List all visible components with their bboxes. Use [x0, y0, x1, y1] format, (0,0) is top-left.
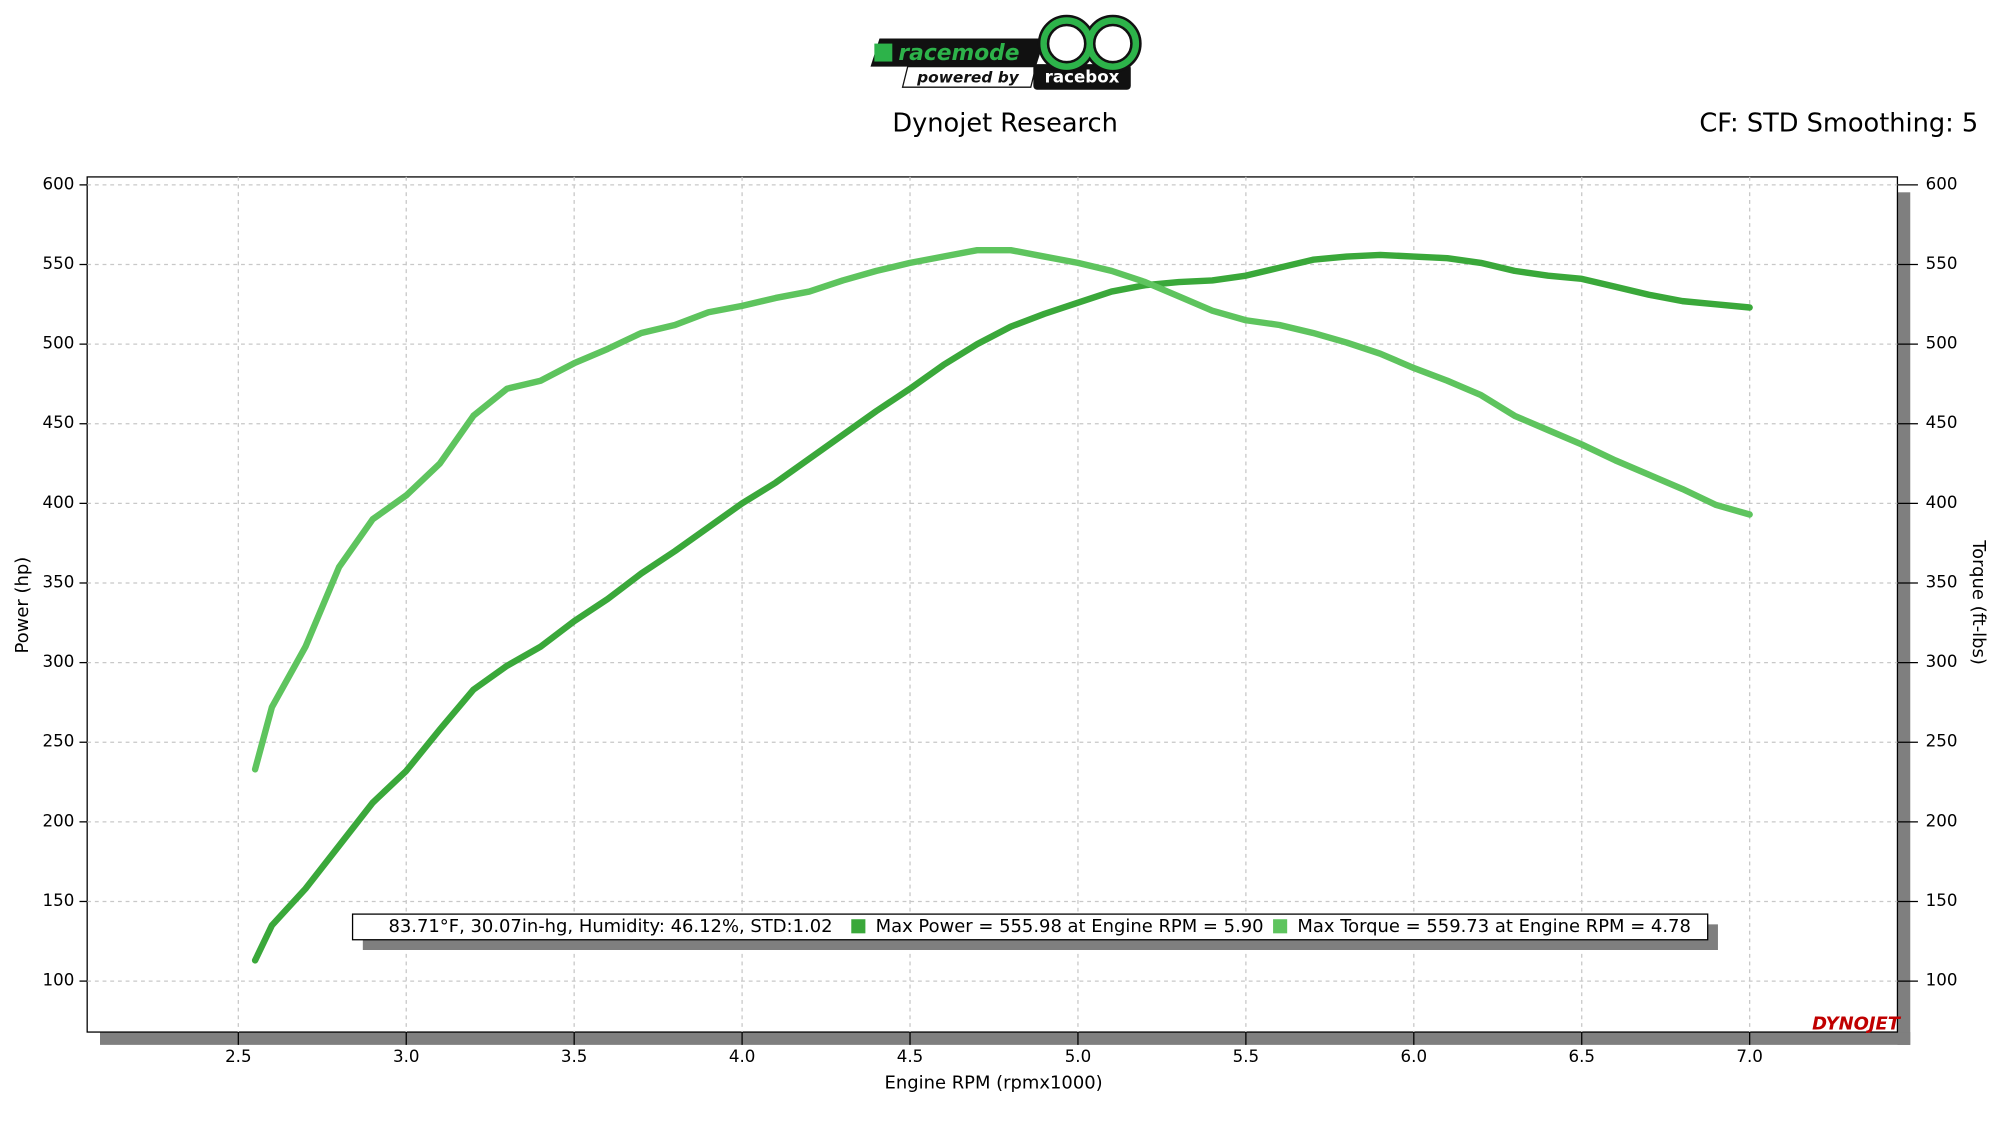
- y2-tick-label: 200: [1926, 811, 1958, 830]
- logo: racemode powered by racebox: [870, 14, 1142, 90]
- y2-tick-label: 550: [1926, 254, 1958, 273]
- logo-tagline: powered by: [916, 69, 1020, 87]
- legend-label: Max Power = 555.98 at Engine RPM = 5.90: [876, 916, 1264, 937]
- chart-title: Dynojet Research: [892, 108, 1117, 138]
- x-tick-label: 4.0: [729, 1047, 756, 1066]
- y-tick-label: 100: [43, 971, 75, 990]
- plot: 100 150 200 250 300 350 400 450 500 550 600 100 150 2…: [43, 174, 1958, 1066]
- conditions: 83.71°F, 30.07in-hg, Humidity: 46.12%, S…: [388, 916, 832, 937]
- series-line: [251, 251, 1753, 964]
- y2-tick-label: 300: [1926, 652, 1958, 671]
- y-tick-label: 450: [43, 413, 75, 432]
- info-box: [351, 913, 1709, 941]
- y2-tick-label: 150: [1926, 891, 1958, 910]
- x-tick-label: 3.5: [561, 1047, 588, 1066]
- y2-tick-label: 450: [1926, 413, 1958, 432]
- x-tick-label: 5.5: [1233, 1047, 1260, 1066]
- plot-frame: [86, 176, 1899, 1033]
- y2-axis-label: Torque (ft-lbs): [1968, 539, 1989, 665]
- chart-subtitle: CF: STD Smoothing: 5: [1699, 108, 1978, 138]
- y-tick-label: 350: [43, 572, 75, 591]
- logo-partner: racebox: [1045, 68, 1120, 87]
- y-tick-label: 400: [43, 493, 75, 512]
- y2-tick-label: 500: [1926, 334, 1958, 353]
- y-tick-label: 600: [43, 174, 75, 193]
- frame-shadow: [100, 1032, 1911, 1045]
- y2-tick-label: 400: [1926, 493, 1958, 512]
- legend: Max Power = 555.98 at Engine RPM = 5.90 M…: [851, 916, 1691, 937]
- x-tick-label: 6.5: [1568, 1047, 1595, 1066]
- x-tick-label: 2.5: [225, 1047, 252, 1066]
- series-line: [251, 246, 1753, 773]
- y2-tick-label: 250: [1926, 732, 1958, 751]
- frame-shadow: [1897, 192, 1911, 1045]
- watermark: DYNOJET: [1812, 1013, 1902, 1034]
- y-tick-label: 250: [43, 732, 75, 751]
- y-tick-label: 200: [43, 811, 75, 830]
- y2-tick-label: 100: [1926, 971, 1958, 990]
- y2-tick-label: 350: [1926, 572, 1958, 591]
- x-tick-label: 3.0: [393, 1047, 420, 1066]
- x-tick-label: 5.0: [1065, 1047, 1091, 1066]
- y-tick-label: 500: [43, 334, 75, 353]
- x-tick-label: 6.0: [1401, 1047, 1428, 1066]
- logo-brand: racemode: [898, 41, 1019, 66]
- y-axis-label: Power (hp): [12, 557, 33, 654]
- legend-swatch: [851, 919, 866, 934]
- y-tick-label: 550: [43, 254, 75, 273]
- x-axis-label: Engine RPM (rpmx1000): [885, 1072, 1103, 1093]
- y-tick-label: 150: [43, 891, 75, 910]
- legend-label: Max Torque = 559.73 at Engine RPM = 4.78: [1297, 916, 1690, 937]
- x-tick-label: 4.5: [897, 1047, 924, 1066]
- x-tick-label: 7.0: [1736, 1047, 1763, 1066]
- legend-swatch: [1273, 919, 1288, 934]
- y-tick-label: 300: [43, 652, 75, 671]
- y2-tick-label: 600: [1926, 174, 1958, 193]
